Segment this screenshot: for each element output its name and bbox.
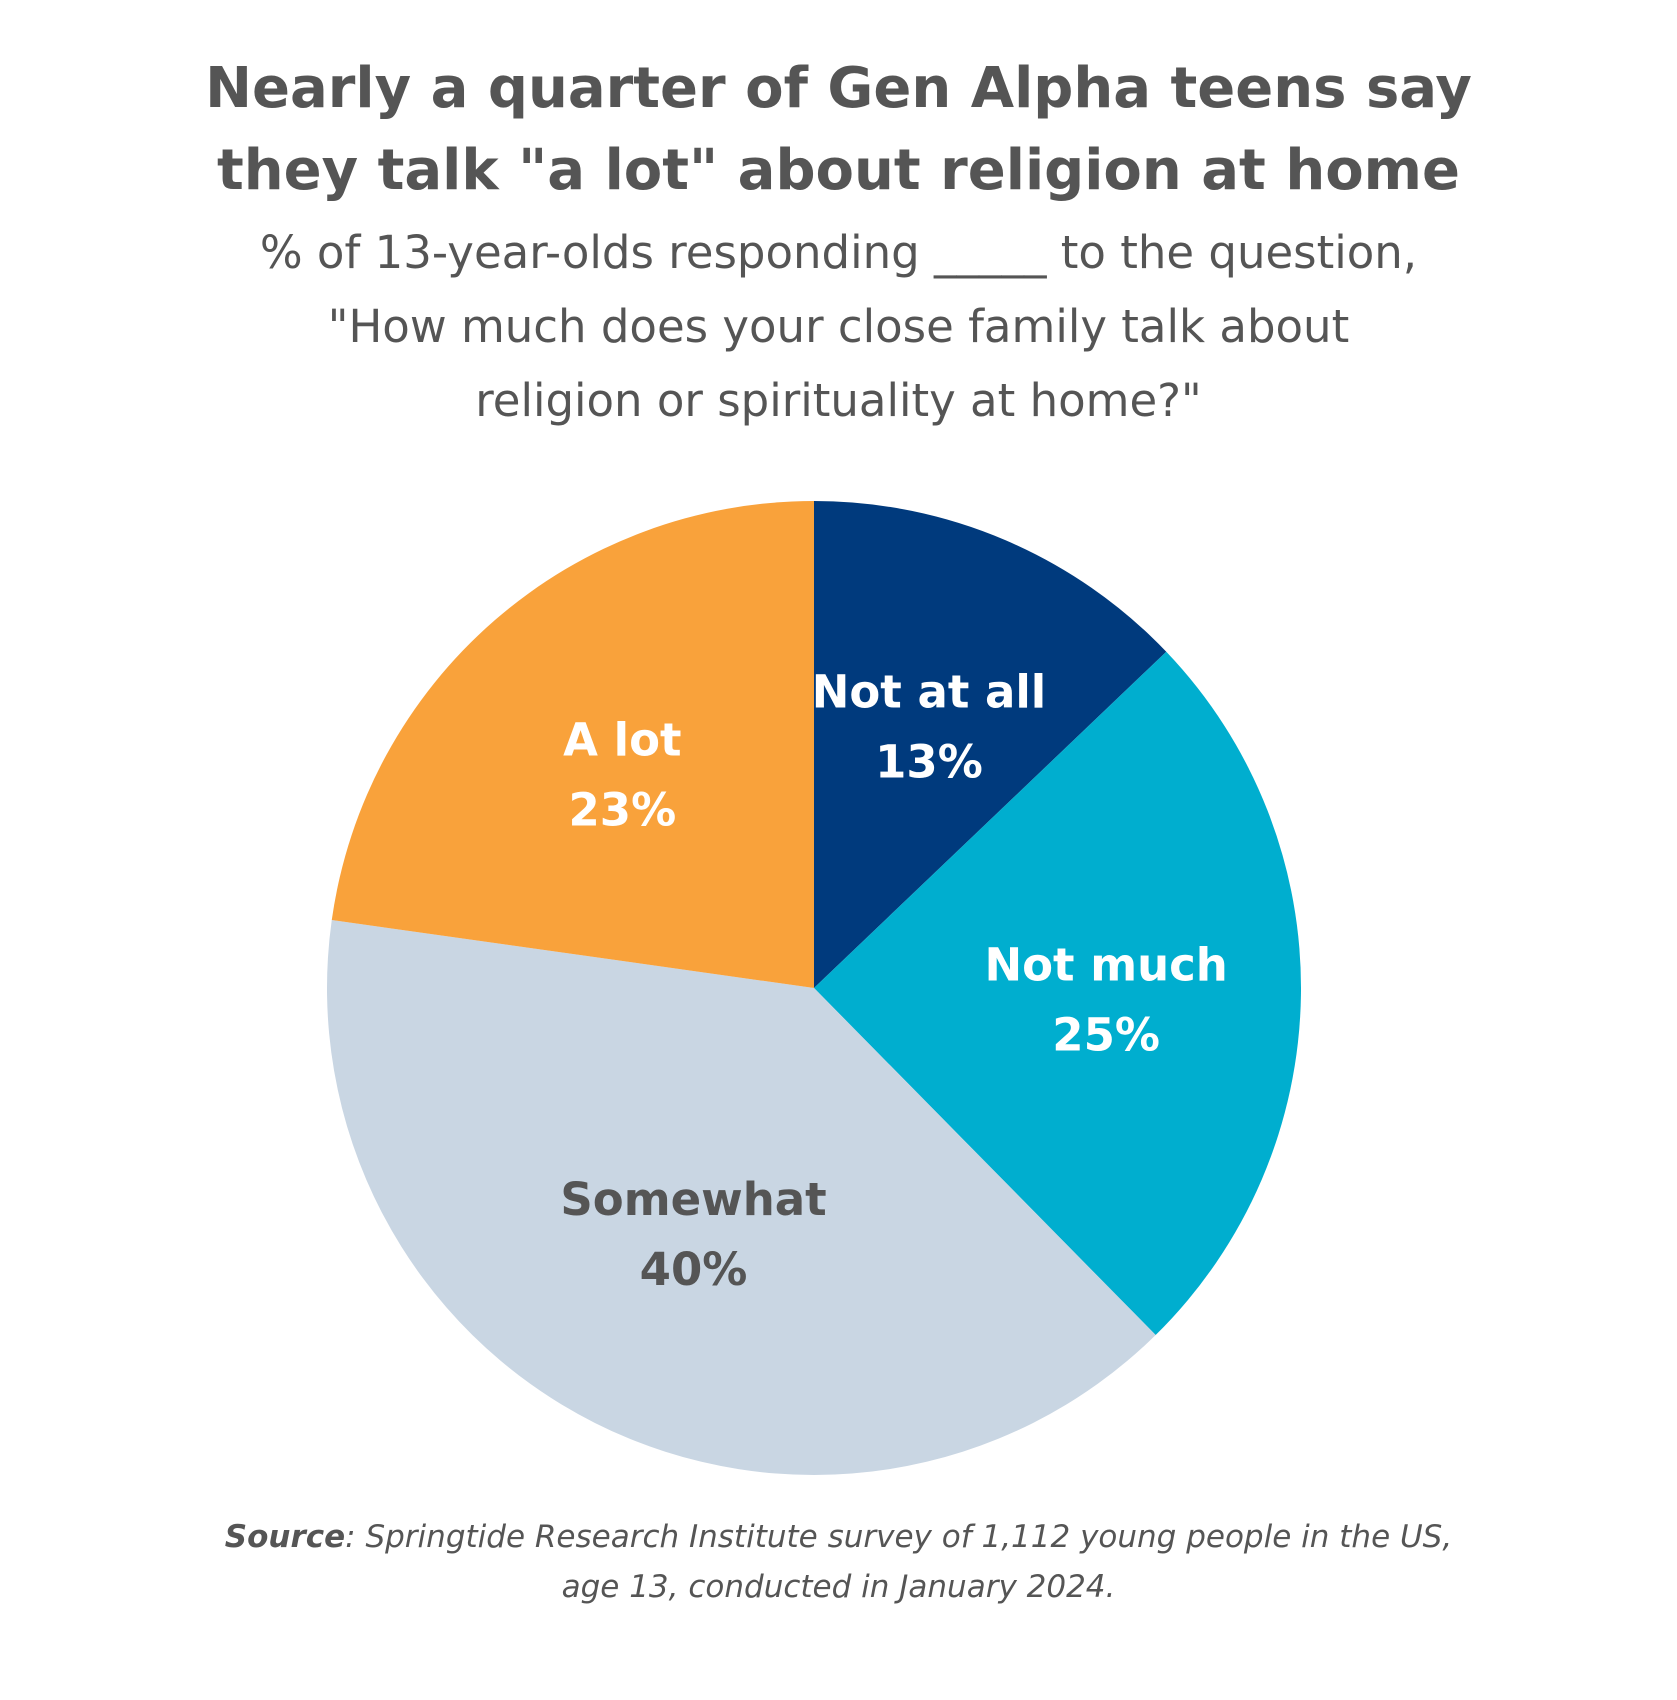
source-text-1: : Springtide Research Institute survey o… <box>345 1519 1453 1555</box>
pie-slice-label: A lot <box>563 713 681 766</box>
source-line-1: Source: Springtide Research Institute su… <box>0 1512 1677 1562</box>
pie-slice-not-much <box>814 651 1302 1336</box>
source-label: Source <box>224 1519 346 1555</box>
chart-title-line-2: they talk "a lot" about religion at home <box>217 138 1460 203</box>
pie-slice-not-at-all <box>814 501 1167 988</box>
pie-slice-label: Not at all <box>812 665 1047 718</box>
pie-slice-value: 25% <box>1052 1009 1160 1062</box>
pie-slice-value: 23% <box>568 783 676 836</box>
chart-subtitle-line-1: % of 13-year-olds responding _____ to th… <box>259 226 1418 279</box>
pie-slice-label: Somewhat <box>560 1173 826 1226</box>
pie-slice-value: 13% <box>875 735 983 788</box>
source-note: Source: Springtide Research Institute su… <box>0 1512 1677 1612</box>
pie-slice-value: 40% <box>640 1243 748 1296</box>
chart-subtitle: % of 13-year-olds responding _____ to th… <box>0 216 1677 438</box>
chart-title: Nearly a quarter of Gen Alpha teens say … <box>0 48 1677 212</box>
pie-slice-somewhat <box>326 920 1156 1476</box>
chart-subtitle-line-3: religion or spirituality at home?" <box>475 374 1202 427</box>
source-line-2: age 13, conducted in January 2024. <box>561 1569 1116 1605</box>
pie-slice-label: Not much <box>984 939 1227 992</box>
chart-title-line-1: Nearly a quarter of Gen Alpha teens say <box>205 56 1472 121</box>
pie-slice-a-lot <box>331 501 814 988</box>
chart-subtitle-line-2: "How much does your close family talk ab… <box>327 300 1350 353</box>
